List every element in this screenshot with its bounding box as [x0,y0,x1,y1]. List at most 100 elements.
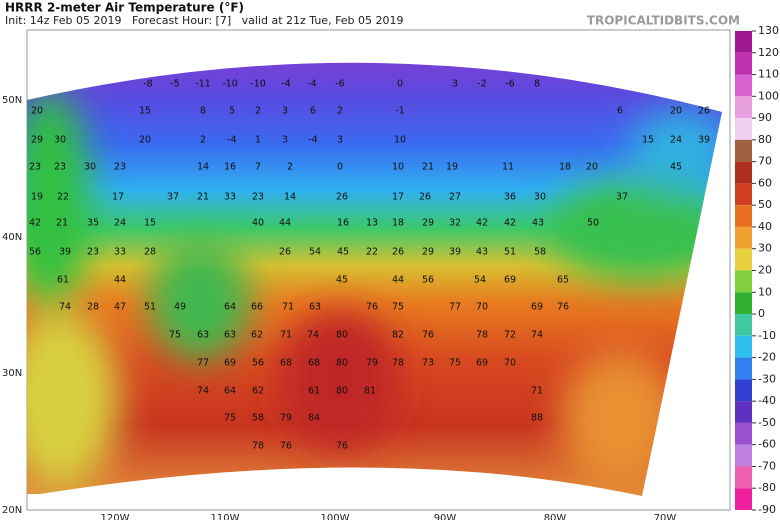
station-temperature: 2 [255,106,261,117]
station-temperature: 42 [29,218,41,229]
station-temperature: 2 [200,135,206,146]
station-temperature: 63 [224,330,236,341]
station-temperature: -4 [281,79,290,90]
colorbar-segment [735,422,752,445]
station-temperature: 56 [29,247,41,258]
colorbar-segment [735,226,752,249]
colorbar-segment [735,31,752,53]
colorbar-label: -50 [758,416,776,429]
station-temperature: 73 [422,358,434,369]
station-temperature: 88 [531,413,543,424]
colorbar-segment [735,205,752,227]
station-temperature: 5 [229,106,235,117]
station-temperature: 56 [252,358,264,369]
map-subtitle: Init: 14z Feb 05 2019 Forecast Hour: [7]… [5,14,404,27]
colorbar-label: 30 [758,242,772,255]
station-temperature: 64 [224,302,236,313]
colorbar-segment [735,248,752,271]
station-temperature: 74 [197,386,209,397]
station-temperature: 62 [252,386,264,397]
colorbar-label: 20 [758,264,772,277]
station-temperature: 29 [31,135,43,146]
colorbar-label: -20 [758,351,776,364]
colorbar-label: 40 [758,220,772,233]
station-temperature: 77 [449,302,461,313]
station-temperature: 39 [449,247,461,258]
station-temperature: 76 [557,302,569,313]
colorbar-segment [735,270,752,293]
station-temperature: 30 [534,192,546,203]
colorbar-segment [735,74,752,97]
station-temperature: 71 [280,330,292,341]
station-temperature: 66 [251,302,263,313]
station-temperature: -10 [222,79,238,90]
station-temperature: 14 [197,162,209,173]
station-temperature: 26 [419,192,431,203]
watermark: TROPICALTIDBITS.COM [587,14,740,28]
station-temperature: 58 [252,413,264,424]
station-temperature: 10 [392,162,404,173]
station-temperature: 33 [224,192,236,203]
station-temperature: -2 [477,79,486,90]
colorbar-label: 70 [758,155,772,168]
colorbar-label: 50 [758,198,772,211]
longitude-label: 80W [544,513,567,520]
longitude-label: 100W [321,513,350,520]
station-temperature: 22 [366,247,378,258]
colorbar-label: -60 [758,438,776,451]
station-temperature: 45 [337,247,349,258]
station-temperature: -5 [170,79,179,90]
station-temperature: -6 [335,79,344,90]
station-temperature: 42 [504,218,516,229]
colorbar-label: 90 [758,111,772,124]
colorbar-segment [735,118,752,140]
colorbar-segment [735,335,752,358]
colorbar-label: 130 [758,24,779,37]
longitude-label: 120W [101,513,130,520]
station-temperature: 19 [31,192,43,203]
colorbar-segment [735,52,752,75]
colorbar-label: 60 [758,176,772,189]
station-temperature: 69 [531,302,543,313]
station-temperature: 29 [422,247,434,258]
station-temperature: 58 [534,247,546,258]
station-temperature: 61 [57,275,69,286]
colorbar-segment [735,96,752,119]
station-temperature: 23 [54,162,66,173]
colorbar-segment [735,183,752,206]
station-temperature: 76 [366,302,378,313]
station-temperature: 50 [587,218,599,229]
station-temperature: 7 [255,162,261,173]
station-temperature: 15 [139,106,151,117]
station-temperature: 44 [114,275,126,286]
station-temperature: -6 [505,79,514,90]
station-temperature: 43 [532,218,544,229]
station-temperature: 15 [144,218,156,229]
station-temperature: 78 [252,441,264,452]
station-temperature: 23 [114,162,126,173]
station-temperature: 64 [224,386,236,397]
station-temperature: 8 [200,106,206,117]
station-temperature: 44 [392,275,404,286]
station-temperature: 45 [670,162,682,173]
colorbar-label: -70 [758,459,776,472]
station-temperature: 23 [29,162,41,173]
colorbar-segment [735,466,752,489]
station-temperature: 11 [502,162,514,173]
station-temperature: 63 [309,302,321,313]
latitude-label: 20N [2,505,22,516]
station-temperature: 19 [446,162,458,173]
station-temperature: 16 [224,162,236,173]
station-temperature: 21 [56,218,68,229]
longitude-label: 90W [434,513,457,520]
station-temperature: 70 [504,358,516,369]
station-temperature: 75 [392,302,404,313]
longitude-label: 110W [211,513,240,520]
station-temperature: 20 [586,162,598,173]
colorbar-segment [735,379,752,402]
station-temperature: 3 [282,135,288,146]
station-temperature: 76 [336,441,348,452]
colorbar-segment [735,357,752,380]
station-temperature: 71 [282,302,294,313]
station-temperature: 30 [54,135,66,146]
